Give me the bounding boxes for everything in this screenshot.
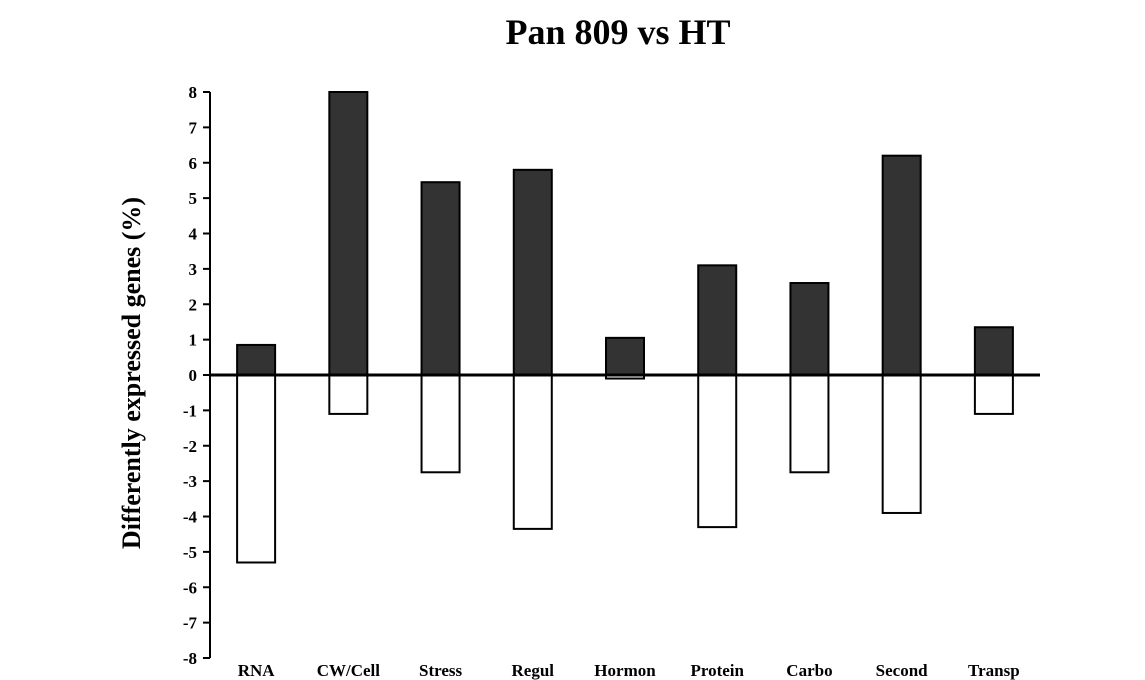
y-tick-label: 8 xyxy=(189,83,198,102)
y-tick-label: 7 xyxy=(189,118,198,137)
bar-positive-carbo xyxy=(789,282,830,376)
bar-positive-transp xyxy=(973,326,1014,376)
y-tick-label: 4 xyxy=(189,225,198,244)
bar-negative-protein xyxy=(697,374,738,529)
y-tick-label: -6 xyxy=(183,578,197,597)
y-tick-label: -1 xyxy=(183,401,197,420)
bar-positive-regul xyxy=(512,168,553,376)
bar-positive-hormon xyxy=(605,336,645,377)
y-tick-label: 6 xyxy=(189,154,198,173)
y-tick-label: -8 xyxy=(183,649,197,668)
y-tick-label: -3 xyxy=(183,472,197,491)
bar-negative-cw-cell xyxy=(328,374,369,415)
x-tick-label: Second xyxy=(876,661,929,680)
bar-negative-carbo xyxy=(789,374,830,474)
x-tick-label: Hormon xyxy=(594,661,656,680)
x-tick-label: Regul xyxy=(512,661,555,680)
x-tick-label: CW/Cell xyxy=(317,661,381,680)
y-tick-label: 1 xyxy=(189,331,198,350)
y-tick-label: 3 xyxy=(189,260,198,279)
y-tick-label: -4 xyxy=(183,508,198,527)
y-tick-label: -2 xyxy=(183,437,197,456)
y-tick-label: 2 xyxy=(189,295,198,314)
y-tick-label: -7 xyxy=(183,614,198,633)
bar-negative-regul xyxy=(512,374,553,530)
y-axis-ticks: 8 7 6 5 4 3 2 1 0 -1 -2 -3 -4 -5 -6 -7 -8 xyxy=(183,83,210,668)
x-tick-label: Transp xyxy=(968,661,1020,680)
bar-positive-protein xyxy=(697,264,738,376)
bar-negative-second xyxy=(881,374,922,514)
bar-positive-rna xyxy=(236,343,277,376)
bar-positive-second xyxy=(881,154,922,376)
y-axis-label: Differently expressed genes (%) xyxy=(117,197,146,549)
x-tick-label: RNA xyxy=(238,661,276,680)
x-tick-label: Protein xyxy=(690,661,744,680)
y-tick-label: 0 xyxy=(189,366,198,385)
bar-positive-cw-cell xyxy=(328,91,369,376)
bar-positive-stress xyxy=(420,181,461,376)
chart-title: Pan 809 vs HT xyxy=(505,12,730,52)
bar-negative-transp xyxy=(973,374,1014,415)
y-tick-label: 5 xyxy=(189,189,198,208)
x-tick-label: Carbo xyxy=(786,661,832,680)
bar-negative-stress xyxy=(420,374,461,474)
y-tick-label: -5 xyxy=(183,543,197,562)
bars-group xyxy=(236,91,1014,564)
x-tick-label: Stress xyxy=(419,661,463,680)
bar-negative-rna xyxy=(236,374,277,564)
x-axis-ticks: RNA CW/Cell Stress Regul Hormon Protein Carbo S… xyxy=(238,661,1020,680)
